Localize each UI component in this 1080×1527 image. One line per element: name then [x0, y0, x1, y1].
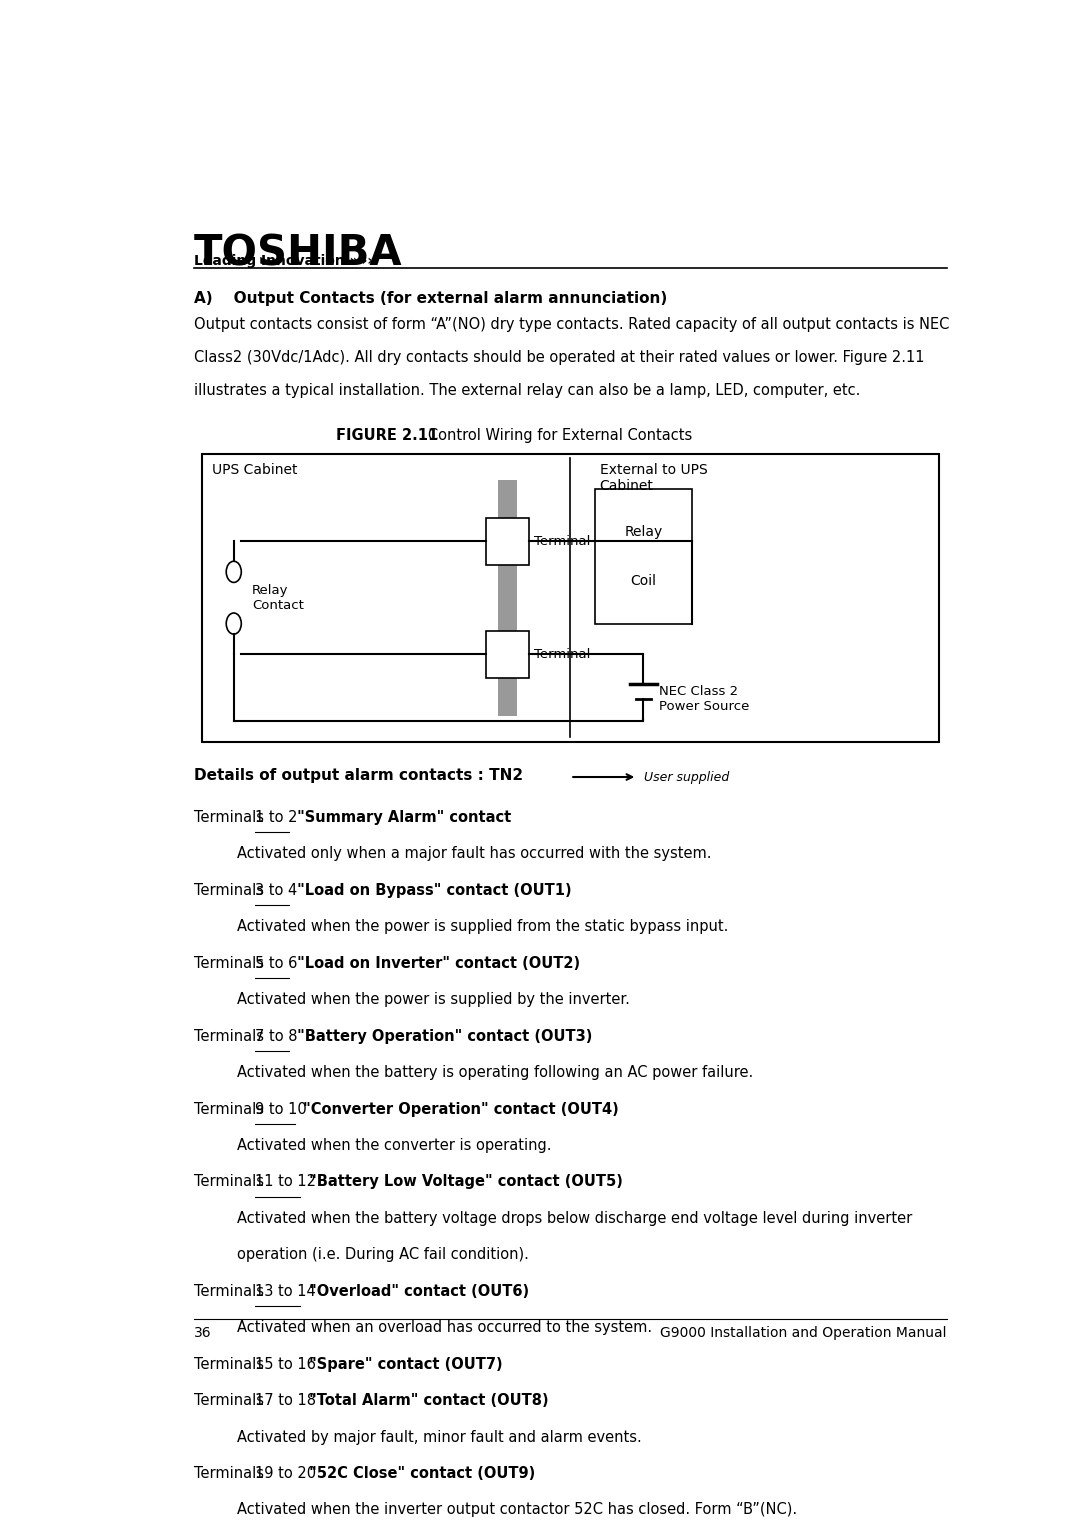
Text: Terminals: Terminals: [193, 1174, 268, 1190]
Text: Terminals: Terminals: [193, 1101, 268, 1116]
Text: G9000 Installation and Operation Manual: G9000 Installation and Operation Manual: [660, 1325, 947, 1341]
Text: Details of output alarm contacts : TN2: Details of output alarm contacts : TN2: [193, 768, 523, 783]
Text: Activated when the power is supplied from the static bypass input.: Activated when the power is supplied fro…: [238, 919, 729, 935]
Bar: [595, 489, 691, 625]
Text: 17 to 18: 17 to 18: [255, 1393, 315, 1408]
Text: FIGURE 2.11: FIGURE 2.11: [336, 428, 438, 443]
Text: NEC Class 2
Power Source: NEC Class 2 Power Source: [659, 684, 748, 713]
Text: operation (i.e. During AC fail condition).: operation (i.e. During AC fail condition…: [238, 1248, 529, 1263]
Text: Terminals: Terminals: [193, 956, 268, 971]
Text: User supplied: User supplied: [644, 771, 729, 783]
Text: 19 to 20: 19 to 20: [255, 1466, 315, 1481]
Text: "Battery Operation" contact (OUT3): "Battery Operation" contact (OUT3): [293, 1029, 593, 1043]
Text: Relay: Relay: [624, 525, 663, 539]
Text: 9 to 10: 9 to 10: [255, 1101, 307, 1116]
Text: 36: 36: [193, 1325, 212, 1341]
Text: Terminals: Terminals: [193, 1284, 268, 1299]
Text: Leading Innovation »»»: Leading Innovation »»»: [193, 253, 376, 267]
Text: Activated when the battery voltage drops below discharge end voltage level durin: Activated when the battery voltage drops…: [238, 1211, 913, 1226]
Text: 5 to 6: 5 to 6: [255, 956, 297, 971]
Text: "Load on Inverter" contact (OUT2): "Load on Inverter" contact (OUT2): [293, 956, 580, 971]
Text: Activated by major fault, minor fault and alarm events.: Activated by major fault, minor fault an…: [238, 1429, 642, 1445]
Text: A)    Output Contacts (for external alarm annunciation): A) Output Contacts (for external alarm a…: [193, 292, 666, 307]
Bar: [499, 479, 517, 716]
Text: Terminals: Terminals: [193, 809, 268, 825]
Bar: [486, 518, 529, 565]
Text: "Converter Operation" contact (OUT4): "Converter Operation" contact (OUT4): [298, 1101, 619, 1116]
Text: Class2 (30Vdc/1Adc). All dry contacts should be operated at their rated values o: Class2 (30Vdc/1Adc). All dry contacts sh…: [193, 350, 924, 365]
Text: Activated when an overload has occurred to the system.: Activated when an overload has occurred …: [238, 1321, 652, 1335]
Text: 3 to 4: 3 to 4: [255, 883, 297, 898]
Text: Terminal: Terminal: [535, 647, 591, 661]
Text: 15 to 16: 15 to 16: [255, 1356, 315, 1371]
Text: Output contacts consist of form “A”(NO) dry type contacts. Rated capacity of all: Output contacts consist of form “A”(NO) …: [193, 318, 949, 333]
Bar: [486, 631, 529, 678]
Text: Coil: Coil: [631, 574, 657, 588]
Text: "Spare" contact (OUT7): "Spare" contact (OUT7): [303, 1356, 502, 1371]
Text: "Summary Alarm" contact: "Summary Alarm" contact: [293, 809, 512, 825]
Text: Terminals: Terminals: [193, 1029, 268, 1043]
Text: "Total Alarm" contact (OUT8): "Total Alarm" contact (OUT8): [303, 1393, 549, 1408]
Text: Terminals: Terminals: [193, 883, 268, 898]
Text: Activated when the battery is operating following an AC power failure.: Activated when the battery is operating …: [238, 1066, 754, 1080]
Text: 13 to 14: 13 to 14: [255, 1284, 315, 1299]
Text: Activated when the power is supplied by the inverter.: Activated when the power is supplied by …: [238, 993, 630, 1008]
Text: Terminals: Terminals: [193, 1393, 268, 1408]
Bar: [202, 454, 939, 742]
Text: Control Wiring for External Contacts: Control Wiring for External Contacts: [414, 428, 692, 443]
Text: Terminal: Terminal: [535, 534, 591, 548]
Text: 11 to 12: 11 to 12: [255, 1174, 315, 1190]
Text: Activated only when a major fault has occurred with the system.: Activated only when a major fault has oc…: [238, 846, 712, 861]
Text: TOSHIBA: TOSHIBA: [193, 232, 402, 275]
Text: Activated when the converter is operating.: Activated when the converter is operatin…: [238, 1138, 552, 1153]
Text: Terminals: Terminals: [193, 1356, 268, 1371]
Text: illustrates a typical installation. The external relay can also be a lamp, LED, : illustrates a typical installation. The …: [193, 383, 860, 399]
Text: 7 to 8: 7 to 8: [255, 1029, 297, 1043]
Text: Relay
Contact: Relay Contact: [253, 583, 305, 612]
Text: UPS Cabinet: UPS Cabinet: [212, 463, 297, 476]
Text: "52C Close" contact (OUT9): "52C Close" contact (OUT9): [303, 1466, 535, 1481]
Text: Activated when the inverter output contactor 52C has closed. Form “B”(NC).: Activated when the inverter output conta…: [238, 1503, 797, 1518]
Text: Terminals: Terminals: [193, 1466, 268, 1481]
Text: "Overload" contact (OUT6): "Overload" contact (OUT6): [303, 1284, 529, 1299]
Text: 1 to 2: 1 to 2: [255, 809, 297, 825]
Text: External to UPS
Cabinet: External to UPS Cabinet: [599, 463, 707, 493]
Text: "Load on Bypass" contact (OUT1): "Load on Bypass" contact (OUT1): [293, 883, 571, 898]
Text: "Battery Low Voltage" contact (OUT5): "Battery Low Voltage" contact (OUT5): [303, 1174, 622, 1190]
